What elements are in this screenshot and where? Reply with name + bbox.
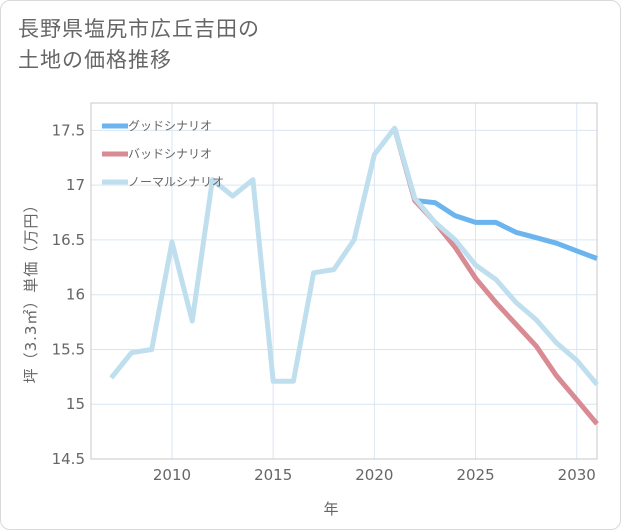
legend-label-good: グッドシナリオ [128, 119, 212, 133]
y-axis-ticks: 14.5 15 15.5 16 16.5 17 17.5 [52, 121, 85, 468]
chart-title: 長野県塩尻市広丘吉田の 土地の価格推移 [18, 14, 260, 76]
series-line-bad [392, 127, 599, 426]
y-axis-title: 坪（3.3㎡）単価（万円） [22, 197, 40, 384]
y-tick-label: 14.5 [52, 450, 85, 468]
x-axis-title: 年 [323, 500, 338, 518]
y-tick-label: 17 [66, 176, 85, 194]
y-tick-label: 15 [66, 395, 85, 413]
y-tick-label: 15.5 [52, 340, 85, 358]
y-tick-label: 16.5 [52, 231, 85, 249]
plot-frame [90, 102, 598, 460]
x-tick-label: 2030 [558, 466, 596, 484]
chart-title-line2: 土地の価格推移 [18, 48, 172, 72]
y-tick-label: 16 [66, 286, 85, 304]
x-tick-label: 2025 [456, 466, 494, 484]
x-tick-label: 2010 [153, 466, 191, 484]
y-tick-label: 17.5 [52, 121, 85, 139]
chart-title-line1: 長野県塩尻市広丘吉田の [18, 17, 260, 41]
series-lines [109, 125, 599, 426]
series-line-normal [109, 125, 599, 387]
x-tick-label: 2020 [355, 466, 393, 484]
series-line-good [392, 127, 598, 261]
legend-label-bad: バッドシナリオ [128, 147, 212, 161]
x-tick-label: 2015 [254, 466, 292, 484]
legend-label-normal: ノーマルシナリオ [128, 175, 224, 189]
x-axis-ticks: 2010 2015 2020 2025 2030 [153, 466, 596, 484]
